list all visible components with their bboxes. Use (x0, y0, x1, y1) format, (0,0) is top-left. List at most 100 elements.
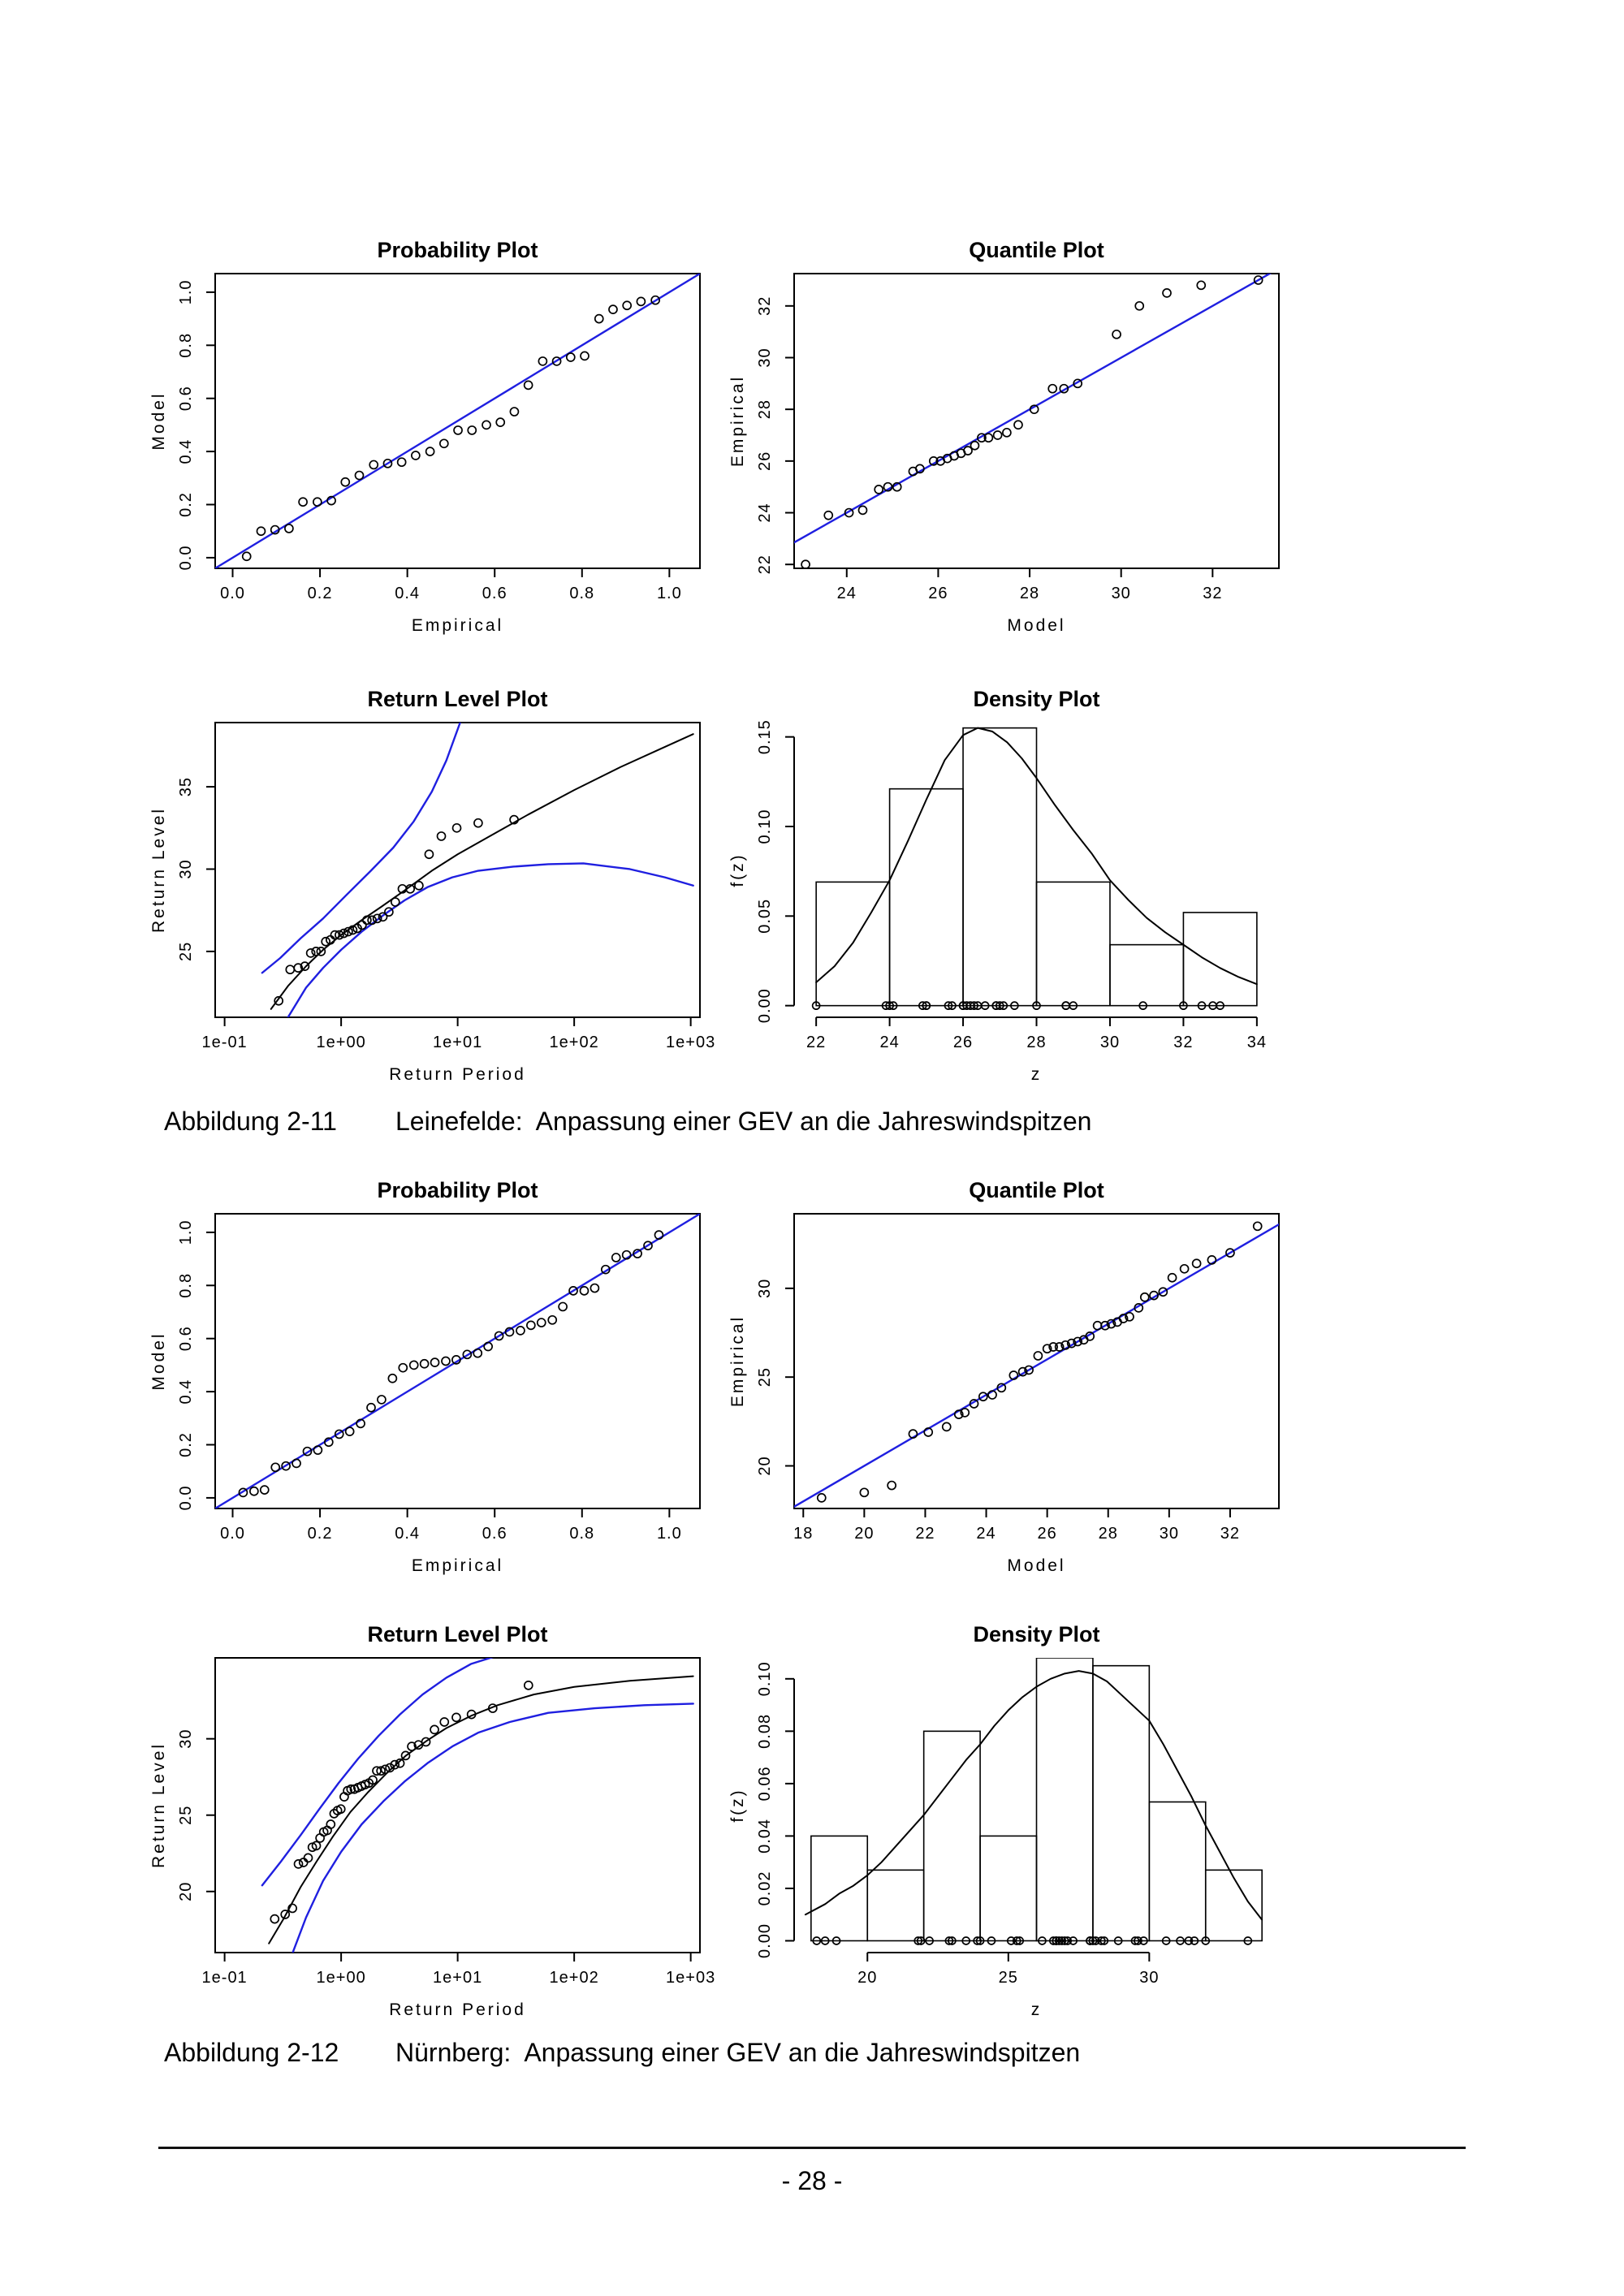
y-tick-label: 30 (756, 1279, 774, 1298)
plot-title: Return Level Plot (367, 1622, 547, 1646)
plot-title: Return Level Plot (367, 687, 547, 711)
data-point (439, 1717, 450, 1727)
data-points (274, 814, 519, 1006)
data-point (509, 407, 520, 416)
x-axis: 18 20 22 24 26 28 30 32 (793, 1508, 1240, 1543)
data-point (390, 1759, 400, 1770)
rug-point (1130, 1936, 1140, 1945)
data-point (523, 1681, 533, 1690)
y-axis: 20 25 30 (177, 1729, 215, 1901)
data-point (526, 1320, 536, 1331)
rug-point (922, 1001, 931, 1011)
x-axis-title: Empirical (412, 1556, 503, 1575)
y-tick-label: 0.04 (756, 1819, 774, 1854)
data-point (377, 1395, 387, 1405)
x-tick-label: 26 (928, 585, 948, 602)
data-point (1167, 1272, 1177, 1283)
estimate-curve (268, 1675, 694, 1944)
data-point (378, 912, 388, 922)
data-point (887, 1480, 897, 1491)
data-point (451, 822, 462, 833)
rug-point (820, 1936, 830, 1945)
x-tick-label: 0.4 (395, 585, 420, 602)
histogram-bars (810, 1658, 1263, 1942)
data-point (473, 1348, 483, 1358)
x-tick-label: 0.0 (220, 1525, 245, 1543)
y-tick-label: 0.05 (756, 899, 774, 934)
data-point (536, 1318, 546, 1327)
series (215, 274, 700, 568)
rug-point (999, 1001, 1009, 1011)
histogram-bar (1035, 881, 1111, 1007)
y-tick-label: 0.8 (177, 1273, 195, 1298)
data-point (611, 1253, 621, 1262)
data-point (326, 1819, 336, 1829)
y-tick-label: 0.0 (177, 546, 195, 571)
rug-point (885, 1001, 894, 1011)
data-point (565, 352, 576, 362)
estimate-curve (804, 1670, 1263, 1921)
data-point (1134, 1303, 1144, 1313)
y-axis-title: f(z) (728, 852, 747, 887)
x-tick-label: 1.0 (657, 585, 682, 602)
y-tick-label: 30 (177, 859, 195, 878)
plot-box (214, 1213, 701, 1509)
y-tick-label: 35 (177, 777, 195, 796)
x-tick-label: 25 (999, 1969, 1018, 1987)
y-tick-label: 0.8 (177, 333, 195, 358)
data-point (335, 930, 344, 940)
y-tick-label: 28 (756, 399, 774, 419)
fit-line (794, 1223, 1279, 1508)
data-point (390, 897, 400, 907)
data-point (816, 1493, 827, 1503)
rug-point (1054, 1936, 1064, 1945)
data-point (1112, 329, 1121, 339)
y-axis: 22 24 26 28 30 32 (756, 296, 794, 574)
histogram-bar (866, 1869, 925, 1942)
rug-point (1201, 1936, 1211, 1945)
rug-point (973, 1936, 982, 1945)
data-point (300, 961, 310, 971)
data-points (816, 1221, 1263, 1503)
y-tick-label: 0.15 (756, 719, 774, 754)
rug-point (995, 1001, 1004, 1011)
plot-box (793, 1213, 1280, 1509)
rug-point (1179, 1001, 1188, 1011)
data-point (874, 485, 884, 494)
data-point (302, 1446, 313, 1457)
data-point (608, 304, 618, 314)
x-tick-label: 28 (1020, 585, 1039, 602)
x-tick-label: 32 (1220, 1525, 1240, 1543)
data-point (305, 948, 316, 958)
data-point (421, 1737, 431, 1747)
y-tick-label: 0.6 (177, 1326, 195, 1351)
data-point (580, 351, 590, 361)
rug-point (1038, 1936, 1047, 1945)
data-point (1066, 1338, 1077, 1349)
data-point (384, 907, 394, 917)
y-axis-title: Empirical (728, 1315, 747, 1407)
data-point (405, 883, 416, 894)
data-point (1042, 1344, 1052, 1354)
footer-rule (158, 2147, 1466, 2149)
rug-point (1096, 1936, 1106, 1945)
data-point (321, 936, 331, 947)
caption-label: Abbildung 2-12 (164, 2038, 339, 2067)
data-point (621, 1249, 632, 1260)
data-point (382, 458, 393, 468)
y-tick-label: 25 (177, 1806, 195, 1825)
rug-point (914, 1936, 923, 1945)
caption-label: Abbildung 2-11 (164, 1107, 337, 1136)
x-tick-label: 1.0 (657, 1525, 682, 1543)
x-tick-label: 1e-01 (202, 1969, 248, 1987)
data-point (453, 425, 463, 435)
x-tick-label: 0.0 (220, 585, 245, 602)
data-point (801, 559, 810, 568)
data-point (523, 380, 533, 391)
data-point (348, 925, 358, 935)
rug-point (1091, 1936, 1100, 1945)
data-point (487, 1703, 498, 1713)
data-point (396, 457, 407, 468)
y-tick-label: 26 (756, 451, 774, 471)
data-point (1100, 1320, 1110, 1331)
